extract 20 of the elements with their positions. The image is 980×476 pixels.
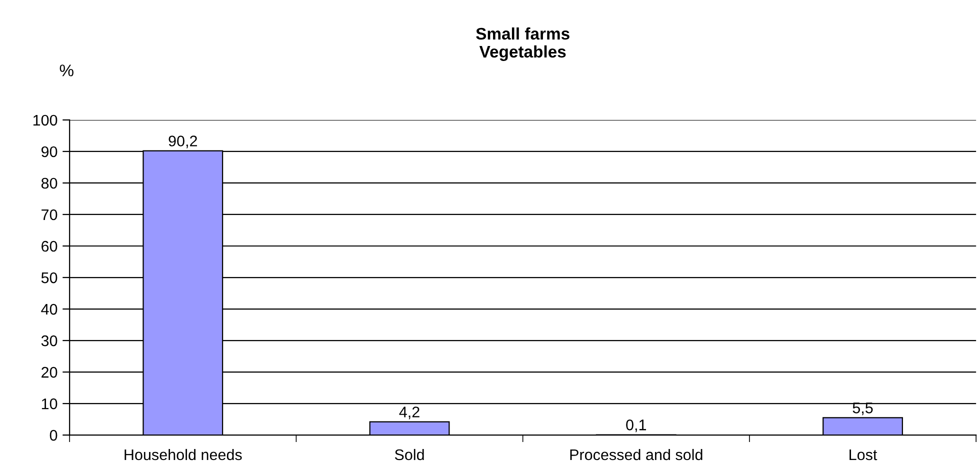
- x-tick-label: Household needs: [124, 448, 242, 460]
- x-tick-label: Processed and sold: [570, 448, 702, 460]
- y-axis-title: %: [60, 64, 74, 76]
- y-tick-label: 20: [42, 366, 58, 378]
- x-tick-label: Sold: [394, 448, 424, 460]
- y-tick-label: 30: [41, 335, 58, 346]
- y-tick-label: 50: [41, 272, 58, 284]
- y-tick-label: 60: [42, 240, 58, 252]
- data-label: 4,2: [399, 406, 420, 420]
- y-tick-label: 90: [42, 146, 58, 158]
- y-tick-label: 40: [41, 304, 58, 315]
- data-label: 90,2: [168, 136, 197, 148]
- y-tick-label: 70: [42, 209, 58, 220]
- y-tick-label: 100: [33, 114, 58, 126]
- y-tick-label: 0: [50, 430, 58, 441]
- x-tick-label: Lost: [850, 450, 878, 460]
- chart-title: Small farms Vegetables: [476, 27, 570, 61]
- y-tick-label: 10: [42, 398, 58, 410]
- y-tick-label: 80: [41, 178, 58, 189]
- data-label: 0,1: [626, 420, 646, 432]
